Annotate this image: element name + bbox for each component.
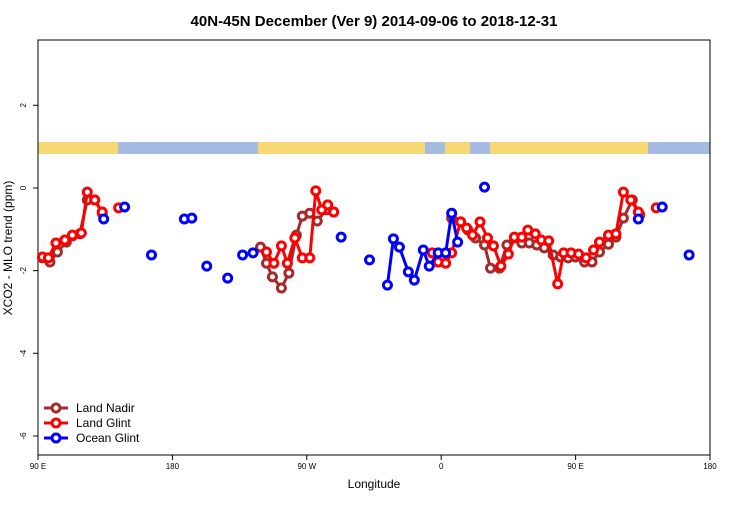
point [632, 213, 644, 225]
point [289, 232, 301, 244]
point [580, 252, 592, 264]
x-tick-label: 180 [703, 462, 717, 471]
point [617, 212, 629, 224]
point [417, 244, 429, 256]
land-ocean-band [38, 142, 710, 154]
point [588, 244, 600, 256]
point [51, 246, 63, 258]
legend-marker [50, 402, 62, 414]
point [543, 235, 555, 247]
point [484, 262, 496, 274]
point [656, 201, 668, 213]
point [260, 246, 272, 258]
point [452, 236, 464, 248]
y-tick-label: -4 [19, 349, 28, 357]
point [381, 279, 393, 291]
point [66, 229, 78, 241]
point [529, 228, 541, 240]
legend-marker [50, 432, 62, 444]
land-strip [490, 142, 648, 154]
point [201, 260, 213, 272]
point [402, 266, 414, 278]
point [145, 249, 157, 261]
point [75, 227, 87, 239]
point [98, 213, 110, 225]
point [440, 257, 452, 269]
plot-frame [37, 39, 711, 456]
point [247, 247, 259, 259]
point [487, 240, 499, 252]
x-tick-label: 90 E [30, 462, 46, 471]
point [455, 216, 467, 228]
point [275, 240, 287, 252]
point [268, 257, 280, 269]
y-tick-label: 2 [19, 103, 28, 108]
point [625, 194, 637, 206]
point [440, 247, 452, 259]
legend-marker [50, 417, 62, 429]
point [446, 207, 458, 219]
x-tick-label: 90 E [567, 462, 583, 471]
point [610, 228, 622, 240]
x-tick-label: 90 W [297, 462, 316, 471]
point [281, 257, 293, 269]
point [602, 238, 614, 250]
point [423, 260, 435, 272]
legend-label: Land Nadir [76, 401, 135, 415]
point [481, 232, 493, 244]
legend-label: Ocean Glint [76, 431, 140, 445]
point [593, 236, 605, 248]
point [237, 249, 249, 261]
point [275, 282, 287, 294]
x-axis-label: Longitude [348, 477, 401, 491]
x-tick-label: 180 [166, 462, 180, 471]
land-strip [445, 142, 470, 154]
land-strip [258, 142, 425, 154]
point [393, 241, 405, 253]
chart-title: 40N-45N December (Ver 9) 2014-09-06 to 2… [191, 13, 558, 30]
point [502, 248, 514, 260]
point [81, 186, 93, 198]
point [683, 249, 695, 261]
y-tick-label: -6 [19, 432, 28, 440]
point [322, 199, 334, 211]
point [119, 201, 131, 213]
point [617, 186, 629, 198]
series-line [42, 191, 656, 284]
point [328, 206, 340, 218]
point [516, 231, 528, 243]
point [50, 237, 62, 249]
land-strip [38, 142, 118, 154]
point [283, 267, 295, 279]
point [42, 252, 54, 264]
point [304, 252, 316, 264]
point [408, 274, 420, 286]
point [186, 212, 198, 224]
y-tick-label: 0 [19, 185, 28, 190]
point [335, 231, 347, 243]
point [387, 233, 399, 245]
point [266, 271, 278, 283]
y-axis-label: XCO2 - MLO trend (ppm) [1, 181, 15, 316]
point [495, 260, 507, 272]
point [474, 216, 486, 228]
point [222, 272, 234, 284]
legend-label: Land Glint [76, 416, 131, 430]
point [467, 229, 479, 241]
point [552, 278, 564, 290]
point [479, 181, 491, 193]
point [310, 185, 322, 197]
point [59, 234, 71, 246]
point [364, 254, 376, 266]
y-tick-label: -2 [19, 267, 28, 275]
x-tick-label: 0 [439, 462, 444, 471]
point [461, 222, 473, 234]
point [89, 194, 101, 206]
